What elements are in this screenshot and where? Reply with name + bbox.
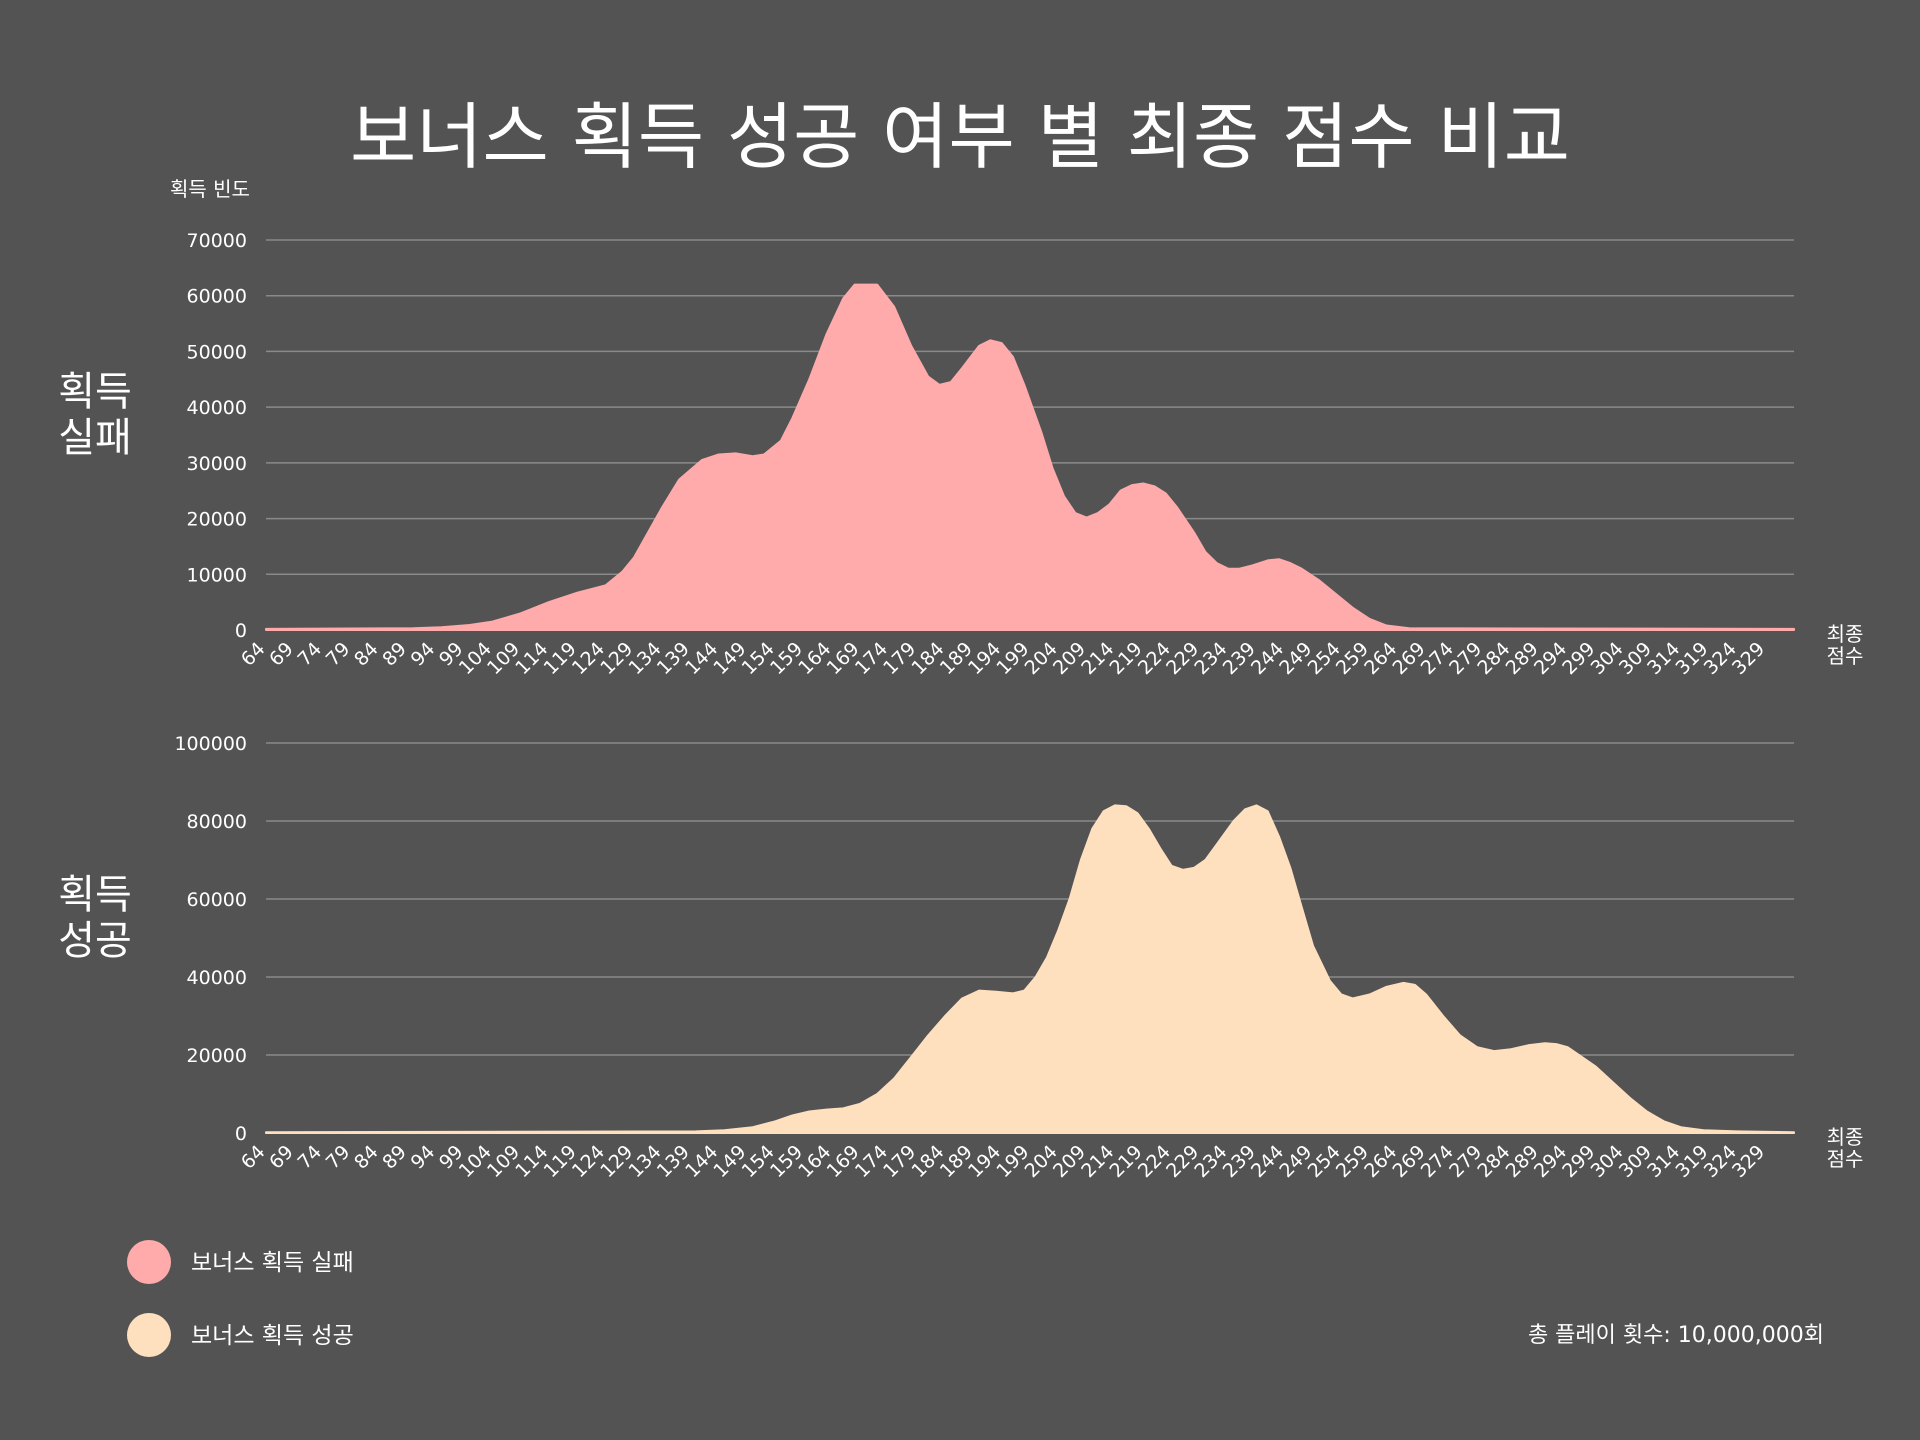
x-tick-label: 329 — [1728, 638, 1769, 679]
y-tick-label: 20000 — [187, 509, 247, 531]
total-plays-note: 총 플레이 횟수: 10,000,000회 — [1528, 1323, 1824, 1348]
y-tick-label: 0 — [235, 1123, 247, 1145]
y-tick-label: 30000 — [187, 453, 247, 475]
y-tick-label: 100000 — [174, 733, 247, 755]
x-axis-label: 최종 점수 — [1827, 1125, 1864, 1171]
legend-swatch — [127, 1313, 171, 1357]
y-tick-label: 0 — [235, 620, 247, 642]
y-tick-label: 60000 — [187, 286, 247, 308]
panel-bonus-failed: 0 10000 20000 30000 40000 50000 60000 70000 획득 빈… — [58, 177, 1863, 679]
y-tick-label: 80000 — [187, 811, 247, 833]
y-tick-label: 60000 — [187, 889, 247, 911]
x-axis-label: 최종 점수 — [1827, 622, 1864, 668]
legend-swatch — [127, 1240, 171, 1284]
y-tick-label: 40000 — [187, 397, 247, 419]
y-tick-label: 10000 — [187, 564, 247, 586]
x-tick-label: 329 — [1728, 1141, 1769, 1182]
row-label: 획득 실패 — [58, 369, 132, 461]
row-label: 획득 성공 — [58, 872, 132, 964]
y-axis-label: 획득 빈도 — [170, 177, 250, 201]
legend-label: 보너스 획득 성공 — [191, 1323, 354, 1349]
y-tick-label: 50000 — [187, 341, 247, 363]
legend-label: 보너스 획득 실패 — [191, 1250, 354, 1276]
y-tick-label: 20000 — [187, 1045, 247, 1067]
chart-title: 보너스 획득 성공 여부 별 최종 점수 비교 — [350, 95, 1570, 179]
y-tick-label: 70000 — [187, 230, 247, 252]
area-series — [265, 283, 1795, 631]
area-series — [265, 804, 1795, 1134]
y-tick-label: 40000 — [187, 967, 247, 989]
